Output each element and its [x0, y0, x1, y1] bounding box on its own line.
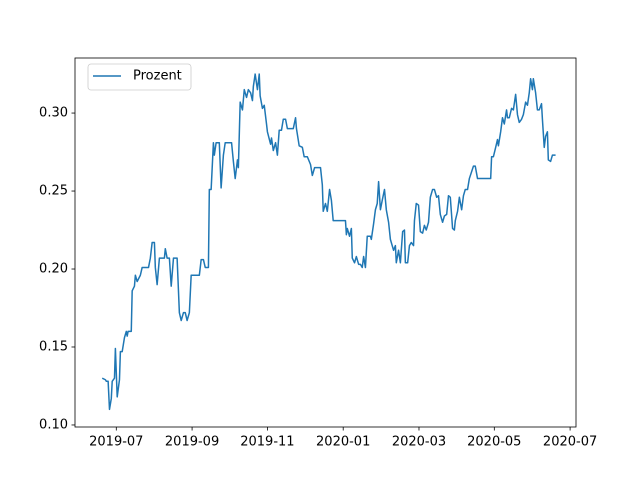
x-tick-label: 2019-09	[165, 435, 219, 450]
y-tick-label: 0.30	[39, 106, 68, 121]
y-tick-label: 0.20	[39, 262, 68, 277]
y-tick-label: 0.15	[39, 339, 68, 354]
x-tick-label: 2020-03	[392, 435, 446, 450]
data-line	[101, 73, 556, 411]
legend-box	[87, 63, 192, 91]
axes-frame	[74, 57, 577, 428]
x-tick-label: 2019-07	[89, 435, 143, 450]
x-tick-label: 2019-11	[240, 435, 294, 450]
x-tick-label: 2020-05	[467, 435, 521, 450]
y-tick-label: 0.10	[39, 417, 68, 432]
legend-label: Prozent	[133, 69, 182, 84]
x-tick-label: 2020-07	[543, 435, 597, 450]
x-tick-label: 2020-01	[316, 435, 370, 450]
y-tick-label: 0.25	[39, 184, 68, 199]
